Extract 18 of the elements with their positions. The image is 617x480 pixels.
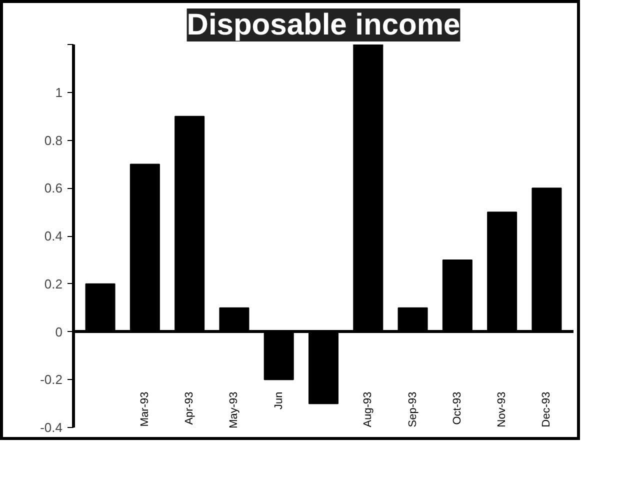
x-tick-label: Dec-93 xyxy=(540,392,553,428)
x-tick-label: Apr-93 xyxy=(184,392,196,425)
y-tick-label: 0.8 xyxy=(44,132,63,148)
x-tick-label: Jun xyxy=(272,392,285,410)
y-tick-label: 1 xyxy=(55,84,63,100)
y-tick-label: 0.6 xyxy=(44,180,63,196)
x-tick-label: Mar-93 xyxy=(138,392,151,427)
x-tick-label: May-93 xyxy=(228,392,240,428)
y-tick-label: 0.4 xyxy=(44,228,63,244)
x-tick-label: Aug-93 xyxy=(362,392,374,428)
chart-title: Disposable income xyxy=(186,8,460,42)
y-tick-label: -0.4 xyxy=(40,420,63,435)
y-tick-label: -0.2 xyxy=(40,372,63,388)
x-tick-label: Sep-93 xyxy=(406,392,419,428)
y-tick-label: 0 xyxy=(55,324,63,340)
x-tick-label: Oct-93 xyxy=(451,392,464,425)
y-tick-label: 0.2 xyxy=(44,276,63,292)
x-tick-label: Nov-93 xyxy=(496,392,508,428)
